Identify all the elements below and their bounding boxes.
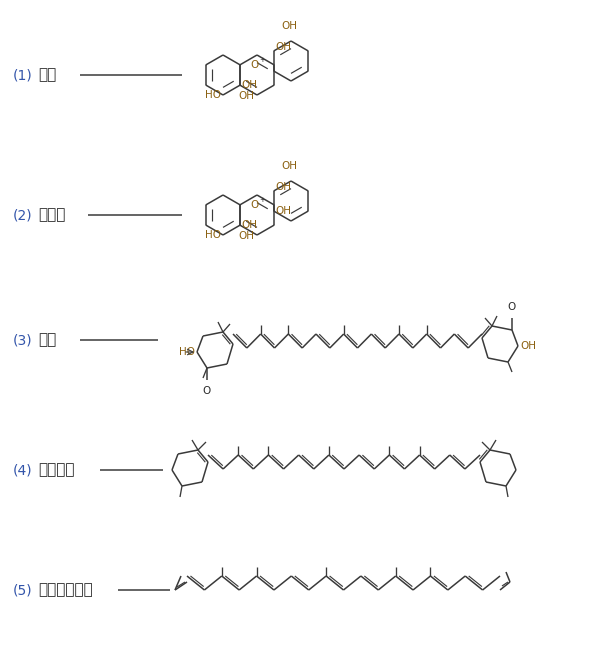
Text: OH: OH — [242, 80, 258, 90]
Text: HO: HO — [179, 347, 195, 357]
Text: HO: HO — [205, 90, 221, 100]
Text: OH: OH — [276, 42, 292, 52]
Text: にんじん: にんじん — [38, 463, 75, 477]
Text: トマト: トマト — [38, 207, 65, 222]
Text: なす: なす — [38, 332, 56, 348]
Text: OH: OH — [281, 161, 297, 171]
Text: HO: HO — [205, 230, 221, 240]
Text: +: + — [259, 57, 265, 63]
Text: (5): (5) — [13, 583, 33, 597]
Text: O: O — [251, 60, 259, 70]
Text: OH: OH — [239, 231, 255, 241]
Text: ブルーベリー: ブルーベリー — [38, 583, 93, 598]
Text: O: O — [251, 200, 259, 210]
Text: (3): (3) — [13, 333, 33, 347]
Text: (4): (4) — [13, 463, 33, 477]
Text: OH: OH — [520, 341, 536, 351]
Text: OH: OH — [281, 21, 297, 31]
Text: OH: OH — [242, 220, 258, 230]
Text: O: O — [508, 302, 516, 312]
Text: (2): (2) — [13, 208, 33, 222]
Text: OH: OH — [276, 206, 292, 216]
Text: (1): (1) — [13, 68, 33, 82]
Text: OH: OH — [276, 182, 292, 192]
Text: OH: OH — [239, 91, 255, 101]
Text: +: + — [259, 197, 265, 203]
Text: O: O — [203, 386, 211, 396]
Text: 紅鮭: 紅鮭 — [38, 68, 56, 83]
